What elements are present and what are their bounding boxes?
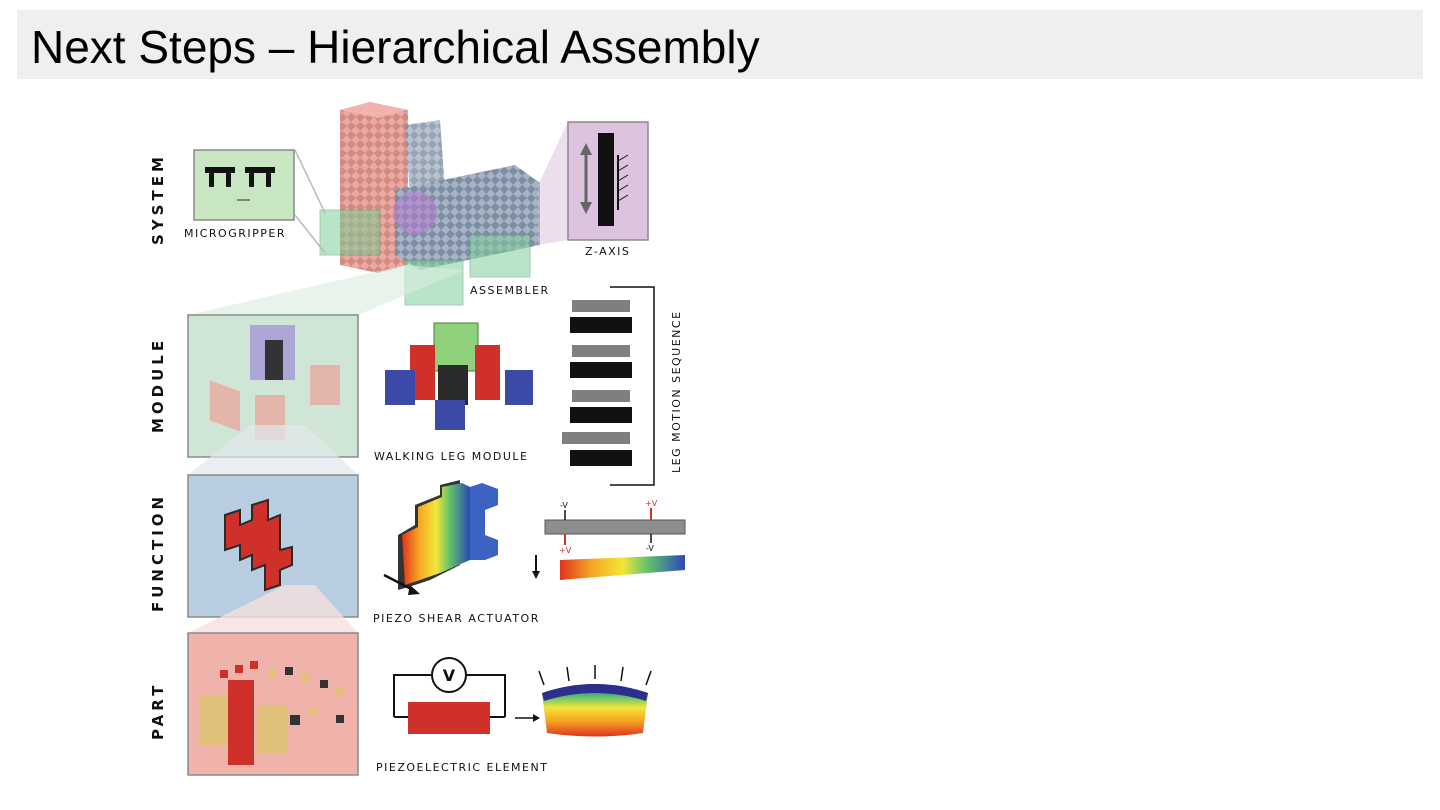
piezo-shear-actuator-label: PIEZO SHEAR ACTUATOR <box>373 612 540 625</box>
slide-title: Next Steps – Hierarchical Assembly <box>31 21 760 73</box>
level-label-module: MODULE <box>149 337 167 433</box>
level-label-function: FUNCTION <box>149 493 167 612</box>
piezoelectric-element-label: PIEZOELECTRIC ELEMENT <box>376 761 548 774</box>
z-axis-label: Z-AXIS <box>585 245 630 258</box>
hierarchy-diagram: SYSTEM MODULE FUNCTION PART MICROGRIPPER <box>149 102 686 776</box>
z-axis-callout <box>538 121 649 245</box>
voltmeter-label: V <box>443 666 456 685</box>
z-axis-rail-icon <box>598 133 614 226</box>
walking-leg-module-image <box>385 322 533 430</box>
title-bar: Next Steps – Hierarchical Assembly <box>17 10 1423 79</box>
exploded-voxels-icon <box>200 661 344 765</box>
level-label-system: SYSTEM <box>149 153 167 245</box>
level-label-part: PART <box>149 682 167 740</box>
leg-motion-sequence-diagram <box>562 286 655 486</box>
voltage-neg-left: -V <box>560 501 568 510</box>
piezo-shear-actuator-image <box>398 480 498 590</box>
shear-actuator-icon <box>224 498 293 592</box>
microgripper-callout <box>193 149 326 254</box>
bending-beam-diagram <box>532 508 686 580</box>
voltage-pos-left: +V <box>559 546 572 555</box>
walking-leg-module-label: WALKING LEG MODULE <box>374 450 528 463</box>
zoom-wedge-part <box>188 585 358 633</box>
voltmeter-icon <box>431 657 467 693</box>
gripper-icon <box>205 167 275 187</box>
piezoelectric-circuit <box>393 657 540 734</box>
zoom-wedge-function <box>188 425 358 475</box>
microgripper-label: MICROGRIPPER <box>184 227 286 240</box>
assembler-label: ASSEMBLER <box>470 284 550 297</box>
piezo-deformation-image <box>538 665 652 737</box>
zoom-wedge-module <box>188 265 465 315</box>
voltage-neg-right: -V <box>646 544 654 553</box>
voltage-pos-right: +V <box>645 499 658 508</box>
leg-motion-sequence-label: LEG MOTION SEQUENCE <box>670 310 683 473</box>
